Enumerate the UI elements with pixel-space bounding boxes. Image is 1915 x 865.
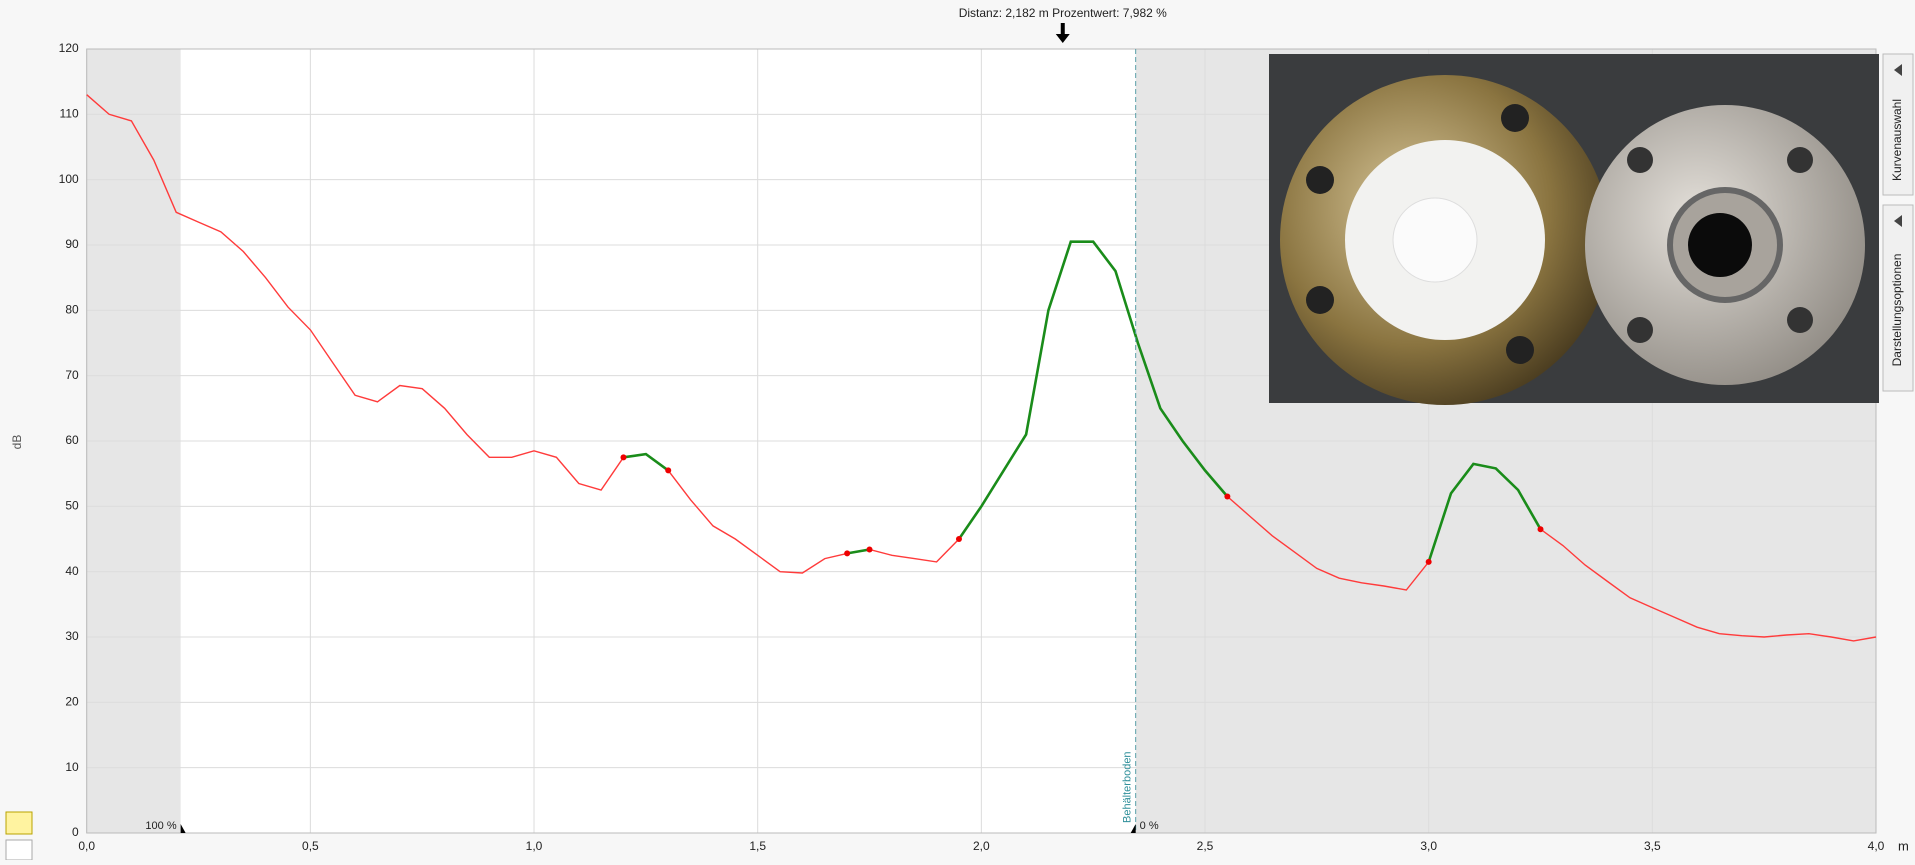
curve	[623, 240, 1542, 563]
cursor-arrow	[1055, 23, 1070, 43]
y-tick-label: 100	[59, 172, 79, 186]
y-tick-label: 80	[65, 303, 79, 317]
x-tick-label: 1,5	[749, 839, 766, 853]
tank-bottom-label: Behälterboden	[1122, 751, 1134, 823]
percent-label: 0 %	[1140, 820, 1159, 832]
cursor-label: Distanz: 2,182 m Prozentwert: 7,982 %	[959, 6, 1167, 20]
percent-label: 100 %	[145, 820, 176, 832]
y-tick-label: 90	[65, 237, 79, 251]
x-tick-label: 2,5	[1197, 839, 1214, 853]
y-tick-label: 50	[65, 499, 79, 513]
x-tick-label: 3,0	[1420, 839, 1437, 853]
y-tick-label: 10	[65, 760, 79, 774]
y-tick-label: 110	[60, 107, 79, 121]
echo-point	[955, 536, 962, 542]
y-tick-label: 70	[65, 368, 79, 382]
side-tabs: Kurvenauswahl Darstellungsoptionen	[1882, 53, 1914, 392]
tab-label: Kurvenauswahl	[1890, 99, 1904, 181]
echo-point	[844, 550, 851, 557]
y-tick-label: 120	[59, 41, 79, 55]
echo-point	[1425, 558, 1432, 565]
x-tick-label: 0,5	[302, 839, 319, 853]
y-tick-label: 0	[72, 825, 79, 839]
echo-point	[620, 454, 627, 461]
x-unit: m	[1898, 838, 1909, 853]
curves	[86, 94, 1877, 642]
y-tick-label: 60	[65, 433, 79, 447]
echo-point	[866, 546, 873, 553]
percent-marker	[1130, 824, 1136, 833]
x-tick-label: 3,5	[1644, 839, 1661, 853]
photo	[1269, 54, 1879, 405]
x-tick-label: 1,0	[526, 839, 543, 853]
echo-point	[1224, 493, 1231, 500]
note-button[interactable]	[5, 811, 33, 835]
percent-marker	[180, 824, 186, 833]
y-tick-label: 40	[65, 564, 79, 578]
echo-point	[1537, 526, 1544, 533]
plot-border	[86, 48, 1877, 834]
tab[interactable]	[1882, 204, 1914, 392]
tab[interactable]	[1882, 53, 1914, 196]
x-tick-label: 4,0	[1868, 839, 1885, 853]
tab-label: Darstellungsoptionen	[1890, 254, 1904, 367]
x-tick-label: 0,0	[78, 839, 95, 853]
zoom-button[interactable]	[5, 839, 33, 861]
y-axis-label: dB	[10, 435, 24, 450]
labels: 0 10 20 30 40 50 60 70 80 90 100 110 120 0,0 0,5 1,0 1,5…	[59, 6, 1885, 853]
x-tick-label: 2,0	[973, 839, 990, 853]
echo-point	[665, 467, 672, 474]
grid	[86, 48, 1877, 834]
y-tick-label: 30	[65, 629, 79, 643]
y-tick-label: 20	[65, 695, 79, 709]
